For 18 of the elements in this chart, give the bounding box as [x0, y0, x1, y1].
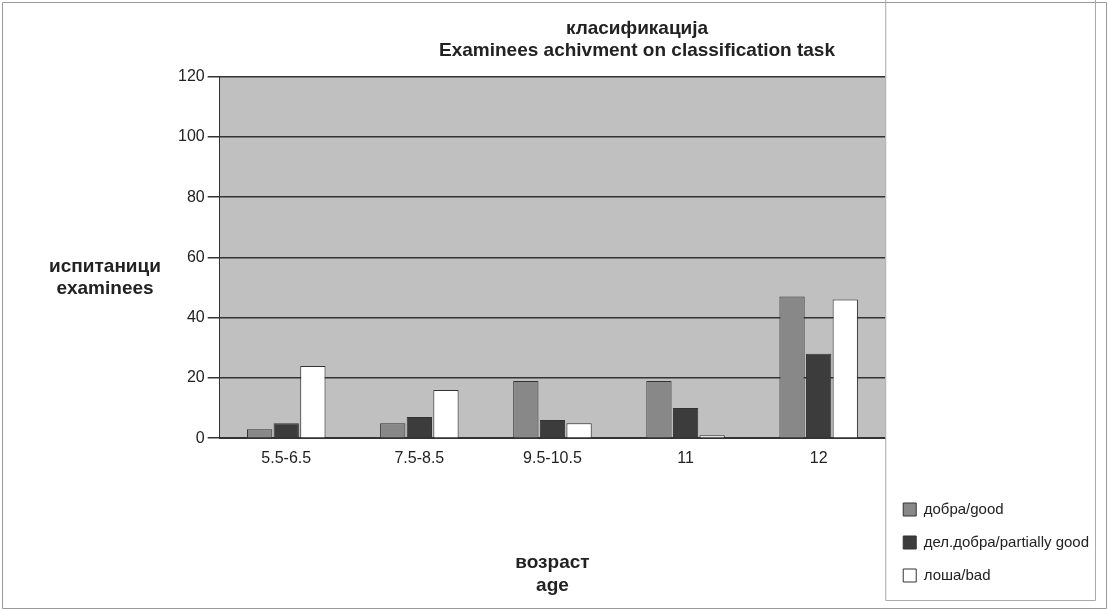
y-tick-label: 120 — [177, 67, 205, 85]
legend-label: дел.добра/partially good — [923, 532, 1089, 550]
x-tick-label: 11 — [677, 449, 694, 467]
x-tick-label: 5.5-6.5 — [261, 449, 312, 467]
legend-label: лоша/bad — [923, 565, 991, 583]
y-tick-label: 20 — [186, 368, 205, 386]
y-axis-title: испитаници examinees — [49, 254, 161, 298]
y-tick-label: 0 — [195, 428, 205, 446]
x-tick-label: 12 — [809, 449, 828, 467]
x-axis-title: возраст age — [515, 551, 590, 595]
y-tick-label: 40 — [186, 308, 205, 326]
x-tick-label: 7.5-8.5 — [394, 449, 445, 467]
y-tick-label: 80 — [186, 187, 205, 205]
y-tick-label: 100 — [177, 127, 205, 145]
chart-title: класификација Examinees achivment on classification task — [438, 16, 836, 61]
legend-label: добра/good — [923, 499, 1004, 517]
x-tick-label: 9.5-10.5 — [523, 449, 582, 467]
y-tick-label: 60 — [186, 247, 205, 265]
